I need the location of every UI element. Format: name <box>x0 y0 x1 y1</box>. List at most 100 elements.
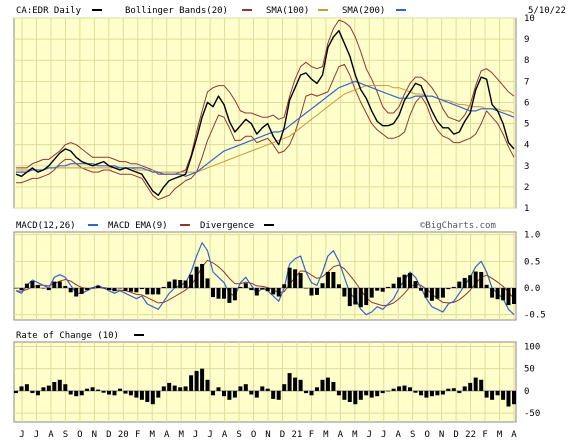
divergence-bar <box>107 288 111 291</box>
roc-bar <box>506 390 511 407</box>
divergence-bar <box>386 286 391 288</box>
divergence-bar <box>150 288 155 295</box>
roc-bar <box>512 390 516 405</box>
divergence-bar <box>282 284 287 288</box>
roc-bar <box>495 390 500 396</box>
roc-bar <box>19 386 24 391</box>
x-tick-label: A <box>511 430 517 440</box>
divergence-bar <box>495 288 500 300</box>
divergence-bar <box>451 286 456 288</box>
sma200-label: SMA(200) <box>342 6 385 16</box>
divergence-bar <box>501 288 506 301</box>
roc-bar <box>402 385 407 391</box>
roc-legend-swatch <box>134 334 144 336</box>
x-tick-label: J <box>367 430 372 440</box>
roc-bar <box>364 390 369 396</box>
roc-bar <box>342 390 347 400</box>
macd-panel-bg <box>13 231 517 321</box>
divergence-bar <box>402 274 407 288</box>
divergence-bar <box>85 288 90 291</box>
bollinger-upper-line <box>16 19 515 175</box>
divergence-bar <box>205 278 210 288</box>
divergence-bar <box>112 288 117 292</box>
x-tick-label: A <box>222 430 228 440</box>
divergence-bar <box>375 288 380 291</box>
roc-bar <box>150 390 155 405</box>
divergence-bar <box>243 283 248 288</box>
x-tick-label: J <box>381 430 386 440</box>
x-tick-label: O <box>251 430 256 440</box>
divergence-bar <box>216 288 221 299</box>
roc-bar <box>139 390 144 400</box>
y-tick-label: 7 <box>524 77 529 87</box>
divergence-bar <box>473 271 478 288</box>
roc-bar <box>238 386 243 391</box>
divergence-bar <box>397 277 402 288</box>
divergence-bar <box>101 288 106 289</box>
divergence-bar <box>260 288 265 290</box>
divergence-bar <box>35 285 40 288</box>
roc-bar <box>167 382 172 391</box>
divergence-bar <box>446 288 451 290</box>
symbol-label: CA:EDR Daily <box>16 6 82 16</box>
divergence-bar <box>429 288 434 301</box>
bollinger-label: Bollinger Bands(20) <box>125 6 228 16</box>
sma200-legend-swatch <box>396 9 406 11</box>
price-line <box>15 30 515 197</box>
roc-bar <box>484 390 489 398</box>
roc-bar <box>35 390 40 396</box>
x-tick-label: M <box>150 430 156 440</box>
divergence-bar <box>380 288 385 292</box>
roc-bar <box>63 384 68 391</box>
roc-bar <box>85 388 90 391</box>
divergence-bar <box>265 288 270 292</box>
y-tick-label: 9 <box>524 35 529 45</box>
divergence-bar <box>298 273 303 288</box>
roc-bar <box>397 386 402 391</box>
roc-bar <box>369 390 374 398</box>
x-tick-label: A <box>48 430 54 440</box>
roc-bar <box>128 390 133 396</box>
divergence-bar <box>408 273 412 288</box>
macd-ema-legend-swatch <box>180 224 190 226</box>
sma100-label: SMA(100) <box>266 6 309 16</box>
divergence-bar <box>172 279 177 288</box>
divergence-bar <box>118 288 122 289</box>
roc-bar <box>293 377 298 391</box>
roc-bar <box>156 390 161 398</box>
roc-bar <box>413 390 418 393</box>
divergence-bar <box>479 272 484 288</box>
divergence-bar <box>293 269 298 288</box>
roc-bar <box>14 390 18 394</box>
y-tick-label: 4 <box>524 141 529 151</box>
roc-bar <box>309 390 314 396</box>
sma100-line <box>16 80 515 177</box>
roc-bar <box>254 390 259 398</box>
y-tick-label: 0 <box>524 387 529 397</box>
macd-legend-swatch <box>88 224 98 226</box>
macd-line <box>15 242 515 316</box>
y-tick-label: 5 <box>524 120 529 130</box>
divergence-bar <box>304 288 308 289</box>
x-tick-label: F <box>135 430 140 440</box>
x-tick-label: O <box>424 430 429 440</box>
roc-bar <box>440 390 445 395</box>
x-tick-label: A <box>164 430 170 440</box>
roc-bar <box>178 387 183 391</box>
x-tick-label: A <box>396 430 402 440</box>
divergence-bar <box>24 283 29 288</box>
divergence-bar <box>46 288 51 291</box>
roc-bar <box>227 390 232 400</box>
price-panel-bg <box>13 17 517 209</box>
price-y-ticks: 10 9 8 7 6 5 4 3 2 1 <box>524 14 535 214</box>
roc-bar <box>123 390 128 394</box>
x-axis-labels: J J A S O N D 20 F M A M J J A S O N D 21 F M A M J J A S O N D 22 F M A <box>19 430 517 440</box>
divergence-bar <box>336 284 341 288</box>
x-tick-label: 21 <box>292 430 303 440</box>
roc-bar <box>429 390 434 397</box>
roc-y-ticks: 100 50 0 -50 <box>524 342 540 419</box>
divergence-bar <box>347 288 352 307</box>
divergence-bar <box>232 288 237 301</box>
divergence-bar <box>315 288 319 295</box>
